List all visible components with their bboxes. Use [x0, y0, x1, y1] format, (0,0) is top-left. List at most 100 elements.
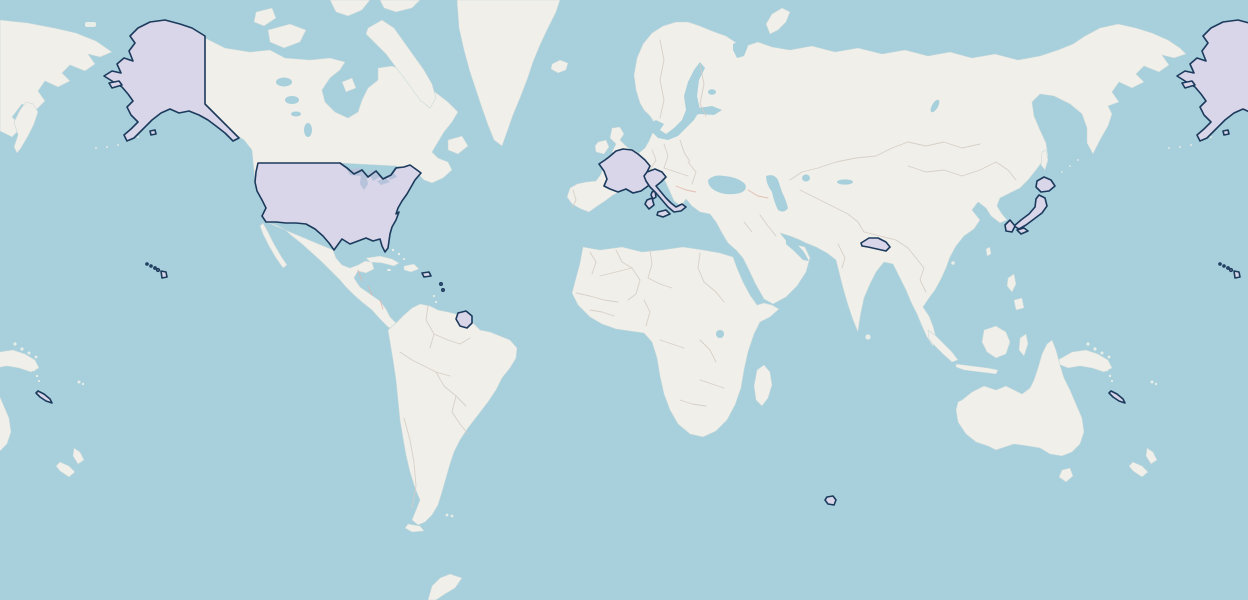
falkland-islet [445, 513, 449, 517]
novaya-zemlya [765, 7, 791, 35]
us-border-through-lakes [339, 162, 397, 180]
landmass-australia [955, 339, 1085, 457]
baffin-island [365, 19, 437, 109]
tierra-del-fuego [404, 523, 425, 533]
caspian-sea [766, 175, 788, 212]
lake-ladoga [708, 89, 716, 95]
new-caledonia[interactable] [1108, 390, 1126, 404]
kodiak-island[interactable] [149, 129, 157, 136]
lake-victoria [716, 330, 724, 338]
bahamas-islet [397, 252, 401, 256]
black-sea [708, 175, 746, 195]
devon-island [379, 0, 421, 13]
lake-athabasca [291, 111, 301, 117]
landmass-siberia-left [0, 19, 113, 138]
solomon-islet [1086, 342, 1090, 346]
hainan [951, 261, 955, 265]
lesser-antilles-islet [434, 300, 438, 304]
aleutian-chain [94, 135, 1213, 173]
country-japan[interactable] [1004, 176, 1056, 235]
hawaii-islet[interactable] [153, 266, 157, 270]
landmass-eurasia [566, 21, 1187, 347]
luzon [1006, 273, 1017, 293]
tasmania [1058, 467, 1074, 483]
country-france[interactable] [598, 148, 653, 194]
alaska[interactable] [103, 19, 240, 142]
fiji-islet [1150, 380, 1154, 384]
bahamas-islet [391, 248, 395, 252]
aral-sea [802, 174, 810, 182]
hokkaido[interactable] [1035, 176, 1056, 193]
hawaii-islet[interactable] [149, 264, 153, 268]
victoria-island [267, 23, 307, 49]
lake-winnipeg [304, 123, 312, 137]
kerguelen-islands[interactable] [824, 495, 837, 506]
jamaica [387, 269, 391, 271]
martinique[interactable] [440, 287, 445, 292]
country-italy[interactable] [643, 168, 687, 213]
landmass-greenland [456, 0, 561, 147]
southampton-island [341, 77, 357, 93]
new-zealand-south [1128, 461, 1149, 478]
landmass-africa [571, 246, 780, 438]
antarctic-peninsula [427, 573, 463, 600]
sakhalin [1040, 149, 1049, 171]
iceland [550, 59, 569, 74]
guadeloupe[interactable] [438, 281, 443, 286]
hawaii-islet[interactable] [145, 262, 149, 266]
lake-michigan [360, 173, 368, 190]
pacific-landmasses [955, 339, 1158, 483]
puerto-rico[interactable] [421, 271, 432, 278]
lake-erie [377, 178, 390, 185]
kyushu[interactable] [1004, 219, 1016, 233]
solomon-islet [1107, 355, 1111, 359]
fiji-islet [1154, 382, 1158, 386]
country-united-states-hawaii[interactable] [145, 262, 168, 279]
landmass-kamchatka-left [13, 101, 39, 154]
great-slave-lake [285, 96, 299, 104]
base-landmasses [0, 0, 1213, 600]
banks-island [253, 7, 277, 27]
java [955, 363, 999, 375]
inland-water [276, 40, 940, 338]
white-sea [733, 40, 748, 58]
solomon-islet [1093, 347, 1097, 351]
hawaii-big-island[interactable] [160, 270, 168, 279]
persian-gulf [786, 237, 809, 261]
solomon-islet [1100, 351, 1104, 355]
new-zealand-north [1145, 447, 1158, 465]
mindanao [1013, 297, 1025, 311]
cuba [365, 255, 400, 267]
country-borders [357, 39, 1017, 509]
lake-baikal [930, 99, 940, 113]
ellesmere-island [329, 0, 371, 17]
hawaii-islet[interactable] [155, 267, 161, 273]
taiwan [985, 246, 992, 257]
french-guiana[interactable] [455, 310, 473, 329]
madagascar [753, 364, 773, 407]
highlighted-countries [35, 19, 1248, 506]
great-bear-lake [276, 77, 292, 87]
vanuatu-islet [1110, 379, 1114, 383]
lesser-antilles-islet [432, 294, 436, 298]
sri-lanka [865, 334, 871, 340]
newfoundland [447, 135, 469, 155]
st-lawrence-island[interactable] [108, 80, 123, 89]
wrangel-island [85, 22, 96, 27]
shikoku[interactable] [1016, 227, 1029, 235]
lake-balkhash [837, 179, 853, 185]
sulawesi [1018, 333, 1029, 357]
borneo [981, 325, 1011, 359]
sicily[interactable] [656, 209, 671, 218]
country-nepal[interactable] [860, 237, 891, 252]
falkland-islet [450, 514, 454, 518]
bahamas-islet [402, 257, 406, 261]
lake-ontario [387, 173, 397, 180]
baltic-sea [649, 62, 705, 140]
country-united-states-alaska[interactable] [103, 19, 240, 142]
vanuatu-islet [1105, 368, 1109, 372]
hispaniola [403, 263, 420, 273]
sardinia[interactable] [644, 197, 655, 210]
